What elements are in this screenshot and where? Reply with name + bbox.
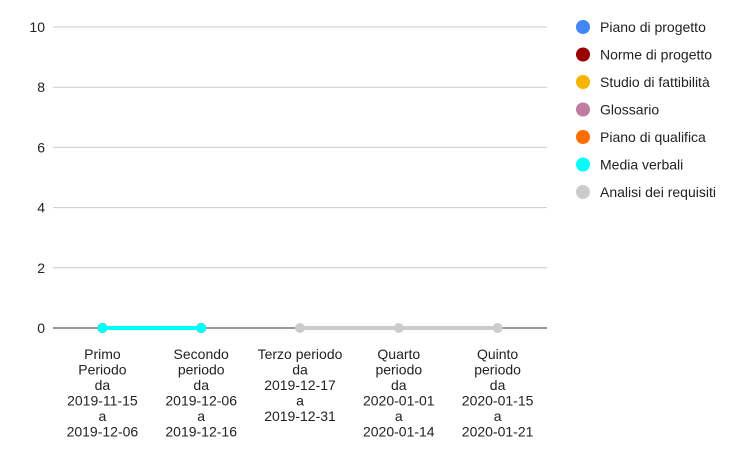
y-axis-ticks: 0 2 4 6 8 10: [29, 19, 45, 336]
legend-marker: [576, 157, 590, 172]
series-media-verbali: [97, 323, 207, 333]
legend-label: Piano di progetto: [600, 19, 706, 35]
y-tick-label: 8: [37, 79, 45, 95]
legend-label: Studio di fattibilità: [600, 74, 710, 90]
grid-lines: [53, 26, 547, 329]
x-axis-ticks: Primo Periodo da 2019-11-15 a 2019-12-06 Secon…: [67, 346, 534, 440]
legend-label: Analisi dei requisiti: [600, 184, 716, 200]
legend-item: Piano di progetto: [576, 19, 706, 35]
y-tick-label: 4: [37, 200, 45, 216]
legend-item: Media verbali: [576, 157, 683, 173]
legend-item: Piano di qualifica: [576, 129, 706, 145]
legend-item: Glossario: [576, 102, 659, 118]
x-tick-label: Secondo periodo da 2019-12-06 a 2019-12-16: [165, 346, 237, 440]
legend-marker: [576, 102, 590, 117]
legend-marker: [576, 75, 590, 89]
y-tick-label: 6: [37, 139, 45, 155]
legend: Piano di progetto Norme di progetto Studio…: [576, 19, 716, 200]
data-point: [492, 323, 503, 333]
x-tick-label: Terzo periodo da 2019-12-17 a 2019-12-31: [258, 346, 343, 424]
x-tick-label: Quinto periodo da 2020-01-15 a 2020-01-21: [462, 346, 534, 440]
legend-label: Media verbali: [600, 157, 683, 173]
legend-item: Studio di fattibilità: [576, 74, 710, 90]
legend-label: Glossario: [600, 102, 659, 118]
legend-marker: [576, 185, 590, 199]
y-tick-label: 0: [37, 320, 45, 336]
y-tick-label: 2: [37, 260, 45, 276]
series-analisi-dei-requisiti: [295, 323, 503, 333]
y-tick-label: 10: [29, 19, 45, 35]
legend-marker: [576, 47, 590, 62]
legend-label: Norme di progetto: [600, 47, 712, 63]
legend-item: Analisi dei requisiti: [576, 184, 716, 200]
data-point: [393, 323, 404, 333]
legend-marker: [576, 130, 590, 144]
data-point: [295, 323, 305, 333]
data-point: [97, 323, 108, 333]
legend-marker: [576, 20, 590, 34]
x-tick-label: Quarto periodo da 2020-01-01 a 2020-01-14: [363, 346, 435, 440]
legend-item: Norme di progetto: [576, 47, 712, 63]
legend-label: Piano di qualifica: [600, 129, 706, 145]
series-layer: [97, 323, 503, 333]
data-point: [196, 323, 207, 333]
x-tick-label: Primo Periodo da 2019-11-15 a 2019-12-06: [67, 346, 139, 440]
